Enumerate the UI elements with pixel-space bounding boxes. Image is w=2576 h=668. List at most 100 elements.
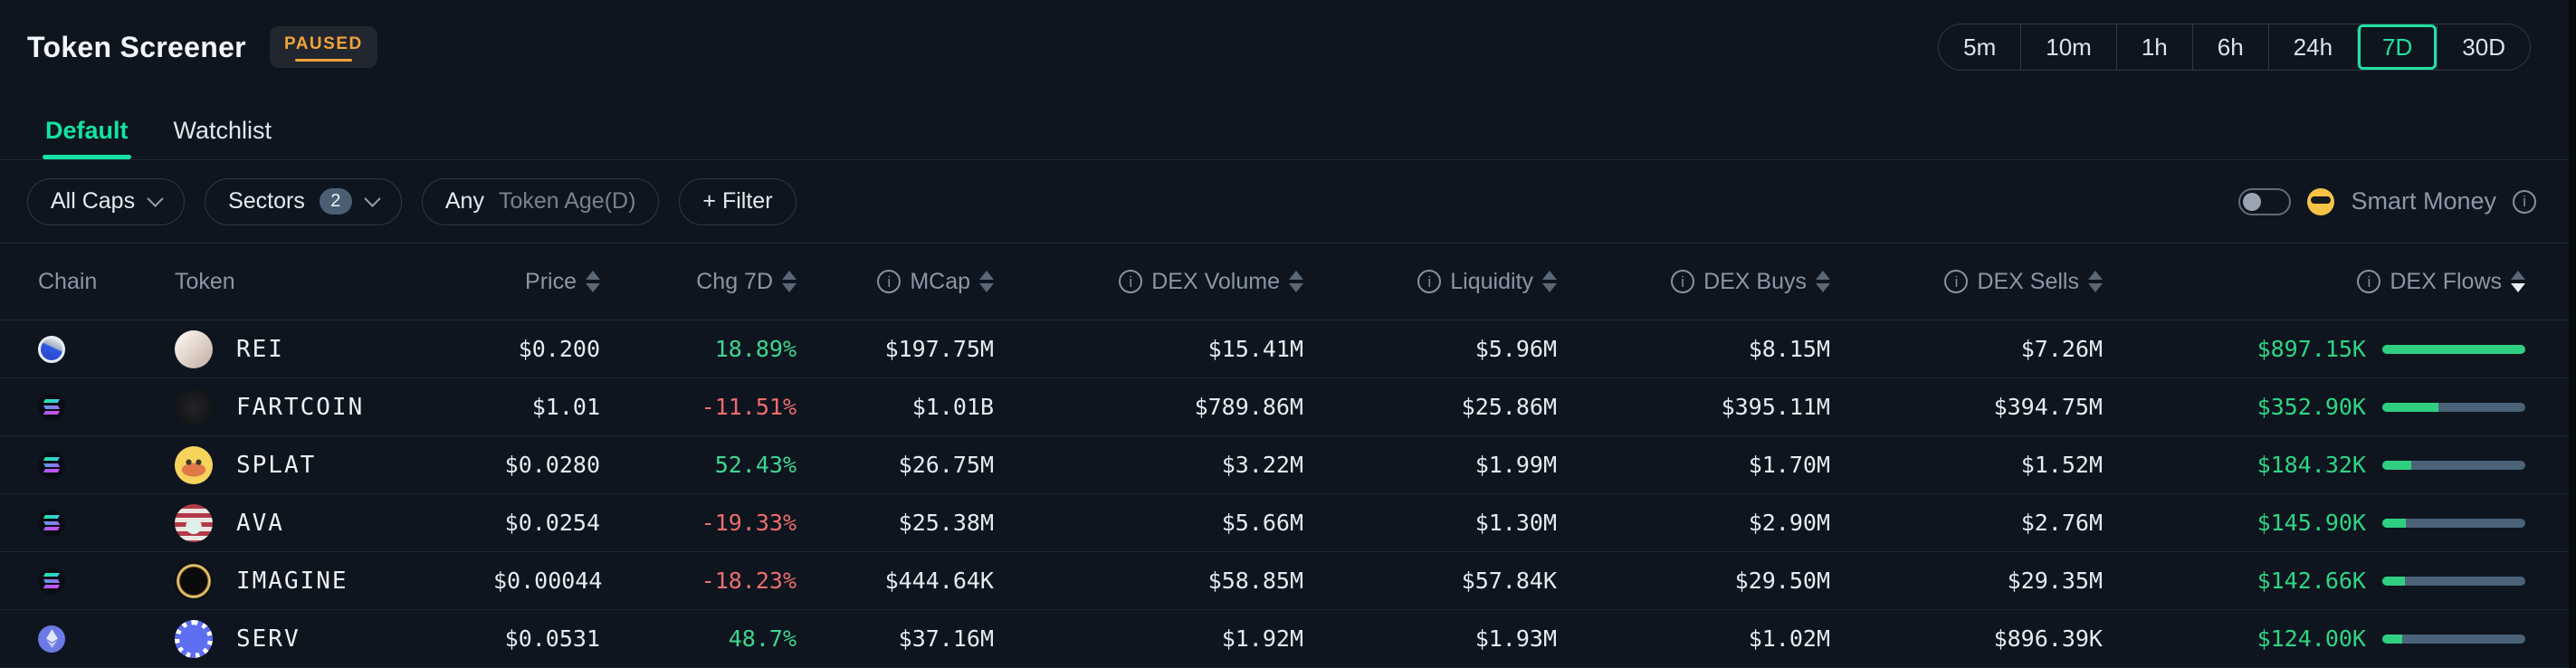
dex-sells-value: $2.76M xyxy=(2020,510,2103,536)
liquidity-value: $1.93M xyxy=(1474,625,1557,652)
timeframe-5m[interactable]: 5m xyxy=(1939,24,2020,70)
col-header-label: DEX Sells xyxy=(1977,268,2079,294)
token-age-filter[interactable]: Any Token Age(D) xyxy=(421,177,660,225)
mcap-value: $1.01B xyxy=(911,394,994,420)
table-row-serv[interactable]: SERV $0.0531 48.7% $37.16M $1.92M $1.93M $1.02… xyxy=(0,610,2576,668)
token-symbol: AVA xyxy=(236,509,284,537)
dex-flows-bar-fill xyxy=(2382,402,2439,412)
chg-7d-value: -18.23% xyxy=(701,568,797,594)
dex-flows-bar xyxy=(2382,402,2525,412)
timeframe-24h[interactable]: 24h xyxy=(2267,24,2357,70)
dex-flows-value: $145.90K xyxy=(2256,510,2366,536)
chg-7d-value: 52.43% xyxy=(714,452,797,478)
sort-icon xyxy=(782,271,797,292)
col-header-chg-7d[interactable]: Chg 7D xyxy=(600,269,797,295)
dex-flows-value: $142.66K xyxy=(2256,568,2366,594)
toggle-knob xyxy=(2243,192,2262,211)
chain-cell xyxy=(27,335,131,363)
info-icon[interactable] xyxy=(1671,270,1695,293)
token-symbol: IMAGINE xyxy=(236,567,348,595)
token-avatar xyxy=(175,387,213,426)
chevron-down-icon xyxy=(147,190,164,207)
chevron-down-icon xyxy=(364,190,381,207)
chg-7d-value: 18.89% xyxy=(714,336,797,362)
price-value: $0.0254 xyxy=(504,510,600,536)
col-header-price[interactable]: Price xyxy=(493,269,600,295)
col-header-dex-sells[interactable]: DEX Sells xyxy=(1830,269,2103,295)
table-row-rei[interactable]: REI $0.200 18.89% $197.75M $15.41M $5.96M $8.1… xyxy=(0,320,2576,378)
timeframe-1h[interactable]: 1h xyxy=(2115,24,2192,70)
col-header-liquidity[interactable]: Liquidity xyxy=(1303,269,1557,295)
timeframe-7d[interactable]: 7D xyxy=(2357,24,2437,70)
add-filter-button[interactable]: + Filter xyxy=(679,177,797,225)
dex-flows-value: $184.32K xyxy=(2256,452,2366,478)
sectors-filter-label: Sectors xyxy=(228,188,305,214)
dex-flows-value: $897.15K xyxy=(2256,336,2366,362)
price-value: $0.200 xyxy=(518,336,600,362)
tab-default[interactable]: Default xyxy=(43,117,131,159)
timeframe-10m[interactable]: 10m xyxy=(2020,24,2116,70)
sort-icon xyxy=(586,271,600,292)
chain-cell xyxy=(27,509,131,537)
dex-buys-value: $1.02M xyxy=(1748,625,1830,652)
smart-money-info-icon[interactable] xyxy=(2513,189,2536,214)
table-row-fartcoin[interactable]: FARTCOIN $1.01 -11.51% $1.01B $789.86M $25.86… xyxy=(0,378,2576,436)
table-row-imagine[interactable]: IMAGINE $0.00044 -18.23% $444.64K $58.85M $57… xyxy=(0,552,2576,610)
dex-volume-value: $58.85M xyxy=(1207,568,1303,594)
token-cell: FARTCOIN xyxy=(131,387,493,426)
col-header-label: DEX Flows xyxy=(2390,268,2502,294)
timeframe-30d[interactable]: 30D xyxy=(2437,24,2530,70)
col-header-dex-flows[interactable]: DEX Flows xyxy=(2103,269,2525,295)
liquidity-value: $1.99M xyxy=(1474,452,1557,478)
token-avatar xyxy=(175,619,213,658)
liquidity-value: $5.96M xyxy=(1474,336,1557,362)
info-icon[interactable] xyxy=(2357,270,2381,293)
info-icon[interactable] xyxy=(1944,270,1969,293)
sort-icon xyxy=(1542,271,1557,292)
col-header-label: DEX Volume xyxy=(1151,268,1280,294)
sectors-count-badge: 2 xyxy=(319,188,352,215)
smart-money-toggle[interactable] xyxy=(2238,187,2292,215)
info-icon[interactable] xyxy=(877,270,902,293)
col-header-label: DEX Buys xyxy=(1703,268,1807,294)
chg-7d-value: 48.7% xyxy=(728,625,797,652)
ethereum-chain-icon xyxy=(38,625,65,653)
dex-volume-value: $15.41M xyxy=(1207,336,1303,362)
market-cap-filter-dropdown[interactable]: All Caps xyxy=(27,177,186,225)
tab-watchlist[interactable]: Watchlist xyxy=(173,117,272,144)
token-symbol: SERV xyxy=(236,625,301,653)
table-row-splat[interactable]: SPLAT $0.0280 52.43% $26.75M $3.22M $1.99M $1.… xyxy=(0,436,2576,494)
dex-flows-cell: $897.15K xyxy=(2103,336,2525,362)
timeframe-6h[interactable]: 6h xyxy=(2191,24,2268,70)
dex-flows-bar xyxy=(2382,576,2525,586)
dex-sells-value: $394.75M xyxy=(1993,394,2103,420)
info-icon[interactable] xyxy=(1417,270,1442,293)
col-header-token: Token xyxy=(131,269,493,295)
solana-chain-icon xyxy=(38,451,65,479)
price-value: $0.0280 xyxy=(504,452,600,478)
dex-flows-bar-fill xyxy=(2382,518,2406,528)
filter-pills: All Caps Sectors 2 Any Token Age(D) + Fi… xyxy=(27,177,797,225)
col-header-dex-volume[interactable]: DEX Volume xyxy=(994,269,1303,295)
price-value: $0.0531 xyxy=(504,625,600,652)
token-age-value: Any xyxy=(444,188,484,214)
dex-sells-value: $1.52M xyxy=(2020,452,2103,478)
dex-flows-cell: $124.00K xyxy=(2103,625,2525,652)
col-header-label: Chain xyxy=(38,268,98,294)
paused-progress-underline xyxy=(295,59,352,62)
liquidity-value: $1.30M xyxy=(1474,510,1557,536)
token-table: REI $0.200 18.89% $197.75M $15.41M $5.96M $8.1… xyxy=(0,320,2576,668)
col-header-label: Chg 7D xyxy=(696,268,773,294)
chain-cell xyxy=(27,451,131,479)
dex-flows-cell: $142.66K xyxy=(2103,568,2525,594)
info-icon[interactable] xyxy=(1119,270,1143,293)
col-header-mcap[interactable]: MCap xyxy=(797,269,994,295)
dex-sells-value: $7.26M xyxy=(2020,336,2103,362)
table-row-ava[interactable]: AVA $0.0254 -19.33% $25.38M $5.66M $1.30M $2.9… xyxy=(0,494,2576,552)
token-avatar xyxy=(175,445,213,484)
col-header-dex-buys[interactable]: DEX Buys xyxy=(1557,269,1830,295)
token-cell: REI xyxy=(131,329,493,368)
sectors-filter-dropdown[interactable]: Sectors 2 xyxy=(205,177,402,225)
dex-flows-bar xyxy=(2382,344,2525,354)
sunglasses-emoji-icon xyxy=(2307,187,2335,215)
